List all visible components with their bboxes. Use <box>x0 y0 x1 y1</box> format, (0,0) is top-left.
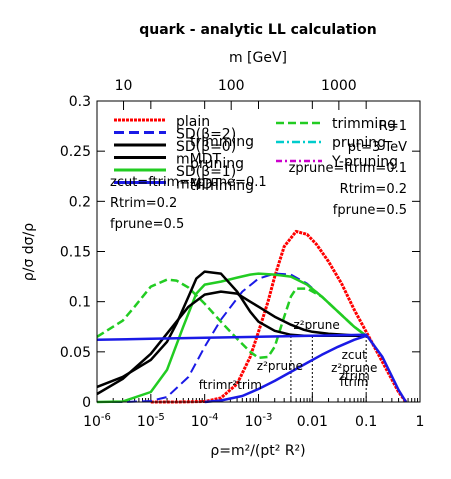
parameter-line: pt=3 TeV <box>348 140 407 155</box>
legend-label: mMDT <box>176 177 221 193</box>
legend-label: SD(β=2) <box>176 127 236 143</box>
series-line <box>96 278 367 360</box>
top-axis-label: m [GeV] <box>229 50 287 66</box>
legend-label: pruning <box>190 156 244 172</box>
legend-label: trimming <box>332 116 396 132</box>
x-tick-label: 0.1 <box>355 414 377 430</box>
annotation: z²prune <box>293 318 339 332</box>
top-tick-label: 100 <box>218 78 245 94</box>
y-tick-label: 0.3 <box>69 94 91 110</box>
top-tick-label: 10 <box>115 78 133 94</box>
plot-frame <box>96 100 421 403</box>
series-lines <box>96 229 408 404</box>
x-axis-ticks: 10-6 10-5 10-4 10-3 0.01 0.1 1 <box>83 101 424 430</box>
y-tick-label: 0 <box>82 395 91 411</box>
legend-label: trimming <box>190 178 254 194</box>
annotation: ztrim <box>339 369 370 383</box>
legend-label: SD(β=0) <box>176 139 236 155</box>
x-tick-label: 10-3 <box>245 412 273 430</box>
legend: plainSD(β=2)SD(β=0)mMDTSD(β=1)mMDTtrimmi… <box>114 114 398 194</box>
x-tick-label: 10-4 <box>191 412 219 430</box>
y-tick-label: 0.25 <box>60 144 91 160</box>
chart-title: quark - analytic LL calculation <box>139 22 377 38</box>
parameter-line: R=1 <box>379 119 407 134</box>
parameter-line: fprune=0.5 <box>110 217 184 232</box>
parameter-line: Rtrim=0.2 <box>110 196 177 211</box>
x-tick-label: 0.01 <box>297 414 328 430</box>
parameter-text: zcut=ftrim=zprune=0.1 Rtrim=0.2 fprune=0.5… <box>110 119 407 232</box>
parameter-line: zprune=ftrim=0.1 <box>289 161 407 176</box>
annotation: ftrim <box>340 375 369 389</box>
annotation: ftrimr²trim <box>199 378 262 392</box>
x-tick-label: 10-5 <box>137 412 165 430</box>
legend-label: Y-pruning <box>331 154 398 170</box>
parameter-line: zcut=ftrim=zprune=0.1 <box>110 175 267 190</box>
series-line <box>96 290 367 396</box>
y-tick-label: 0.1 <box>69 295 91 311</box>
y-tick-label: 0.05 <box>60 345 91 361</box>
top-axis-ticks: 10 100 1000 <box>115 78 357 110</box>
x-tick-label: 10-6 <box>83 412 111 430</box>
y-tick-label: 0.15 <box>60 245 91 261</box>
legend-label: SD(β=1) <box>176 164 236 180</box>
annotation: zcut <box>342 348 368 362</box>
legend-label: trimming <box>190 134 254 150</box>
legend-label: pruning <box>332 135 386 151</box>
y-axis-ticks: 0 0.05 0.1 0.15 0.2 0.25 0.3 <box>60 94 420 411</box>
series-line <box>150 229 408 404</box>
legend-label: mMDT <box>176 152 221 168</box>
y-tick-label: 0.2 <box>69 194 91 210</box>
x-tick-label: 1 <box>416 414 425 430</box>
legend-label: plain <box>176 114 210 130</box>
x-axis-label: ρ=m²/(pt² R²) <box>210 443 305 459</box>
top-tick-label: 1000 <box>321 78 357 94</box>
parameter-line: Rtrim=0.2 <box>340 182 407 197</box>
annotation: z²prune <box>257 359 303 373</box>
y-axis-label: ρ/σ dσ/ρ <box>21 223 37 281</box>
series-line <box>96 333 408 403</box>
annotation: z²prune <box>331 361 377 375</box>
series-line <box>204 334 367 404</box>
threshold-lines <box>290 335 367 402</box>
parameter-line: fprune=0.5 <box>333 203 407 218</box>
